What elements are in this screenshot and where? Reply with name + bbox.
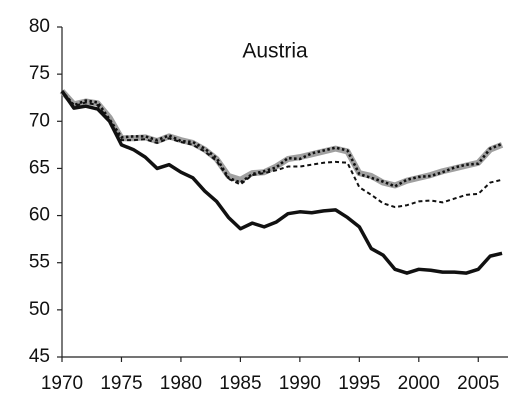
x-tick-label: 2005 xyxy=(457,373,499,394)
line-series xyxy=(61,91,503,209)
x-tick-label: 2000 xyxy=(398,373,440,394)
x-tick-label: 1975 xyxy=(100,373,142,394)
x-tick-label: 1970 xyxy=(41,373,83,394)
y-tick-label: 80 xyxy=(29,16,50,37)
chart-title: Austria xyxy=(242,40,308,63)
x-tick-label: 1980 xyxy=(160,373,202,394)
y-tick-label: 70 xyxy=(29,110,50,131)
line-series xyxy=(60,90,503,275)
x-tick-label: 1990 xyxy=(279,373,321,394)
y-tick-label: 60 xyxy=(29,205,50,226)
y-tick-label: 75 xyxy=(29,63,50,84)
line-series xyxy=(59,89,504,189)
y-tick-label: 50 xyxy=(29,299,50,320)
line-series xyxy=(61,90,503,188)
x-tick-label: 1995 xyxy=(338,373,380,394)
x-tick-label: 1985 xyxy=(219,373,261,394)
y-tick-label: 45 xyxy=(29,346,50,367)
y-tick-label: 55 xyxy=(29,252,50,273)
y-tick-label: 65 xyxy=(29,157,50,178)
